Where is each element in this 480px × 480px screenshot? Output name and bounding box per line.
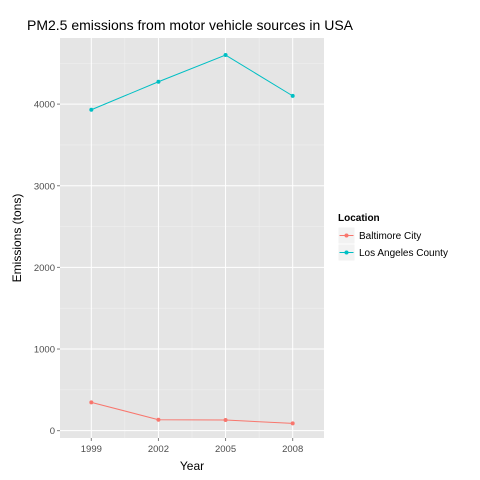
data-point-los-angeles-county: [223, 53, 228, 58]
data-point-los-angeles-county: [290, 93, 295, 98]
x-tick-label: 2008: [282, 444, 303, 455]
series-layer: [89, 53, 295, 426]
y-tick-label: 1000: [34, 345, 55, 356]
legend-title: Location: [338, 213, 380, 224]
x-axis: 1999 2002 2005 2008: [81, 438, 303, 455]
x-tick-label: 2005: [215, 444, 236, 455]
legend-label: Los Angeles County: [359, 248, 448, 259]
x-tick-label: 1999: [81, 444, 102, 455]
legend-key-point: [344, 250, 349, 255]
legend-items: Baltimore City Los Angeles County: [337, 226, 448, 262]
y-axis: 0 1000 2000 3000 4000: [34, 100, 60, 437]
legend: Location Baltimore City Los Angeles Count…: [337, 213, 448, 262]
data-point-los-angeles-county: [156, 79, 161, 84]
data-point-los-angeles-county: [89, 107, 94, 112]
minor-gridlines: [60, 38, 324, 438]
legend-item-los-angeles-county: Los Angeles County: [337, 243, 448, 262]
y-axis-title: Emissions (tons): [10, 194, 24, 283]
series-line-baltimore-city: [91, 401, 293, 424]
chart-title: PM2.5 emissions from motor vehicle sourc…: [27, 17, 354, 33]
legend-key-point: [344, 233, 349, 238]
major-gridlines: [60, 38, 324, 438]
x-axis-title: Year: [180, 459, 204, 473]
y-tick-label: 2000: [34, 263, 55, 274]
y-tick-label: 4000: [34, 100, 55, 111]
y-tick-label: 0: [50, 426, 55, 437]
y-tick-label: 3000: [34, 181, 55, 192]
x-tick-label: 2002: [148, 444, 169, 455]
data-point-baltimore-city: [290, 421, 295, 426]
series-line-los-angeles-county: [91, 54, 293, 111]
legend-label: Baltimore City: [359, 231, 421, 242]
data-point-baltimore-city: [89, 400, 94, 405]
data-point-baltimore-city: [223, 418, 228, 423]
data-point-baltimore-city: [156, 417, 161, 422]
legend-item-baltimore-city: Baltimore City: [337, 226, 421, 245]
